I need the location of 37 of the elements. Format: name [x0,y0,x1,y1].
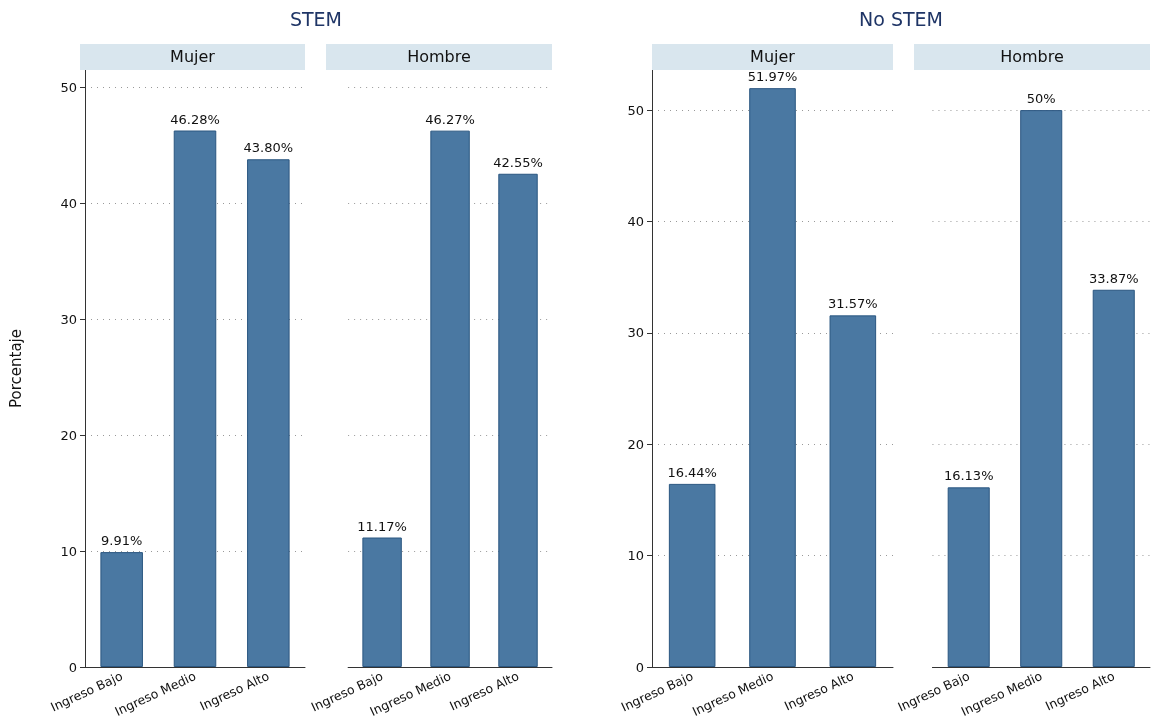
data-label: 46.28% [170,111,220,127]
data-label: 9.91% [101,533,143,549]
chart-subtitle: Hombre [914,44,1150,70]
y-tick-label: 50 [627,102,644,118]
bar [100,552,143,667]
chart-subtitle: Mujer [652,44,893,70]
y-tick-label: 30 [60,311,77,327]
chart-title: STEM [288,8,344,30]
bar [749,88,796,667]
data-label: 42.55% [493,154,543,170]
y-tick-label: 10 [627,548,644,564]
y-tick-label: 50 [60,79,77,95]
bar [247,159,290,667]
data-label: 43.80% [243,140,294,156]
bar [668,483,716,667]
y-tick-label: 40 [60,195,77,211]
data-label: 50% [1026,91,1056,107]
data-label: 31.57% [828,296,878,312]
data-label: 16.13% [943,468,994,484]
bar [829,315,877,667]
y-tick-label: 20 [627,436,644,452]
data-label: 33.87% [1088,270,1139,286]
chart-subtitle: Hombre [326,44,552,70]
data-label: 16.44% [667,464,717,480]
y-tick-label: 30 [627,325,644,341]
chart-title: No STEM [858,8,944,30]
y-tick-label: 0 [68,659,77,675]
y-tick-label: 0 [635,659,644,675]
data-label: 46.27% [425,111,475,127]
y-axis-title: Porcentaje [6,329,25,408]
y-tick-label: 20 [60,427,77,443]
y-tick-label: 10 [60,543,77,559]
bar [173,130,217,667]
data-label: 11.17% [357,518,407,534]
chart-subtitle: Mujer [80,44,305,70]
y-tick-label: 40 [627,213,644,229]
data-label: 51.97% [747,69,798,85]
